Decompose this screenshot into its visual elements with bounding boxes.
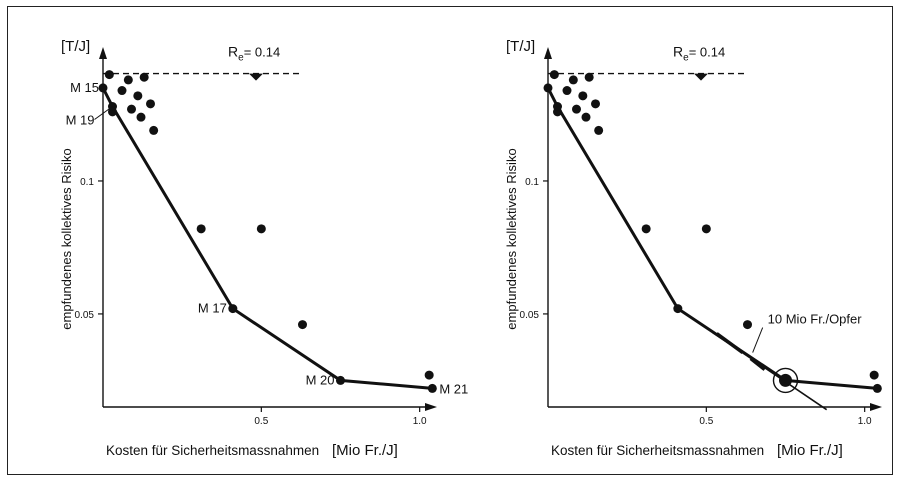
scatter-point [568, 75, 578, 85]
tangent-dash [749, 357, 766, 371]
x-axis-label: Kosten für Sicherheitsmassnahmen [551, 443, 764, 458]
x-tick-label: 0.5 [699, 416, 713, 427]
y-axis-arrow [544, 47, 552, 59]
frontier-point-label: M 21 [439, 381, 468, 396]
y-unit-label: [T/J] [61, 38, 90, 55]
threshold-marker [249, 73, 263, 81]
scatter-point [298, 320, 307, 330]
frontier-point [543, 83, 553, 93]
frontier-point-label: M 20 [306, 372, 335, 387]
chart-panel-1: 0.5 1.0 0.05 0.1 [T/J] empfundenes kollektive… [59, 38, 468, 459]
scatter-point [869, 370, 879, 380]
y-axis-arrow [99, 47, 107, 59]
x-axis-label: Kosten für Sicherheitsmassnahmen [106, 443, 319, 458]
x-tick-label: 1.0 [858, 416, 872, 427]
x-unit-label: [Mio Fr./J] [777, 442, 843, 459]
y-tick-label: 0.1 [525, 177, 539, 188]
chart-panel-2: 0.5 1.0 0.05 0.1 [T/J] empfundenes kollektive… [504, 38, 882, 459]
tangent-label: 10 Mio Fr./Opfer [768, 312, 863, 327]
frontier-point-label: M 17 [198, 301, 227, 316]
scatter-point [701, 224, 711, 234]
scatter-point [424, 370, 434, 380]
scatter-point [562, 86, 572, 96]
frontier-point [228, 304, 238, 314]
scatter-point [104, 70, 114, 80]
scatter-point [133, 91, 143, 101]
scatter-point [591, 99, 600, 109]
scatter-point [641, 224, 651, 234]
x-axis-arrow [425, 403, 437, 411]
label-leader [94, 106, 113, 120]
frontier-point [673, 304, 683, 314]
scatter-point [123, 75, 133, 85]
scatter-point [743, 320, 752, 330]
x-axis-arrow [870, 403, 882, 411]
frontier-point-label: M 19 [66, 113, 95, 128]
scatter-point [127, 104, 136, 114]
x-tick-label: 0.5 [254, 416, 268, 427]
x-tick-label: 1.0 [413, 416, 427, 427]
y-axis-label: empfundenes kollektives Risiko [59, 148, 74, 329]
y-tick-label: 0.1 [80, 177, 94, 188]
frontier-point [98, 83, 108, 93]
frontier-point-label: M 15 [70, 80, 99, 95]
scatter-point [256, 224, 266, 234]
scatter-point [117, 86, 127, 96]
tangent-dash [715, 332, 744, 354]
scatter-point [136, 112, 146, 122]
x-unit-label: [Mio Fr./J] [332, 442, 398, 459]
frontier-point [427, 383, 437, 393]
frontier-point [872, 383, 882, 393]
y-tick-label: 0.05 [520, 310, 540, 321]
y-tick-label: 0.05 [75, 310, 95, 321]
scatter-point [578, 91, 588, 101]
scatter-point [139, 72, 149, 82]
highlight-ring [772, 367, 799, 394]
scatter-point [149, 125, 159, 135]
y-unit-label: [T/J] [506, 38, 535, 55]
scatter-point [146, 99, 155, 109]
y-axis-label: empfundenes kollektives Risiko [504, 148, 519, 329]
scatter-point [594, 125, 604, 135]
threshold-label: Re= 0.14 [228, 44, 280, 64]
scatter-point [196, 224, 206, 234]
threshold-label: Re= 0.14 [673, 44, 725, 64]
tangent-leader [752, 327, 764, 353]
scatter-point [572, 104, 581, 114]
scatter-point [581, 112, 591, 122]
frontier-point [336, 375, 345, 385]
scatter-point [549, 70, 559, 80]
frontier-point [553, 102, 562, 112]
figure-frame [7, 6, 893, 475]
threshold-marker [694, 73, 708, 81]
scatter-point [584, 72, 594, 82]
